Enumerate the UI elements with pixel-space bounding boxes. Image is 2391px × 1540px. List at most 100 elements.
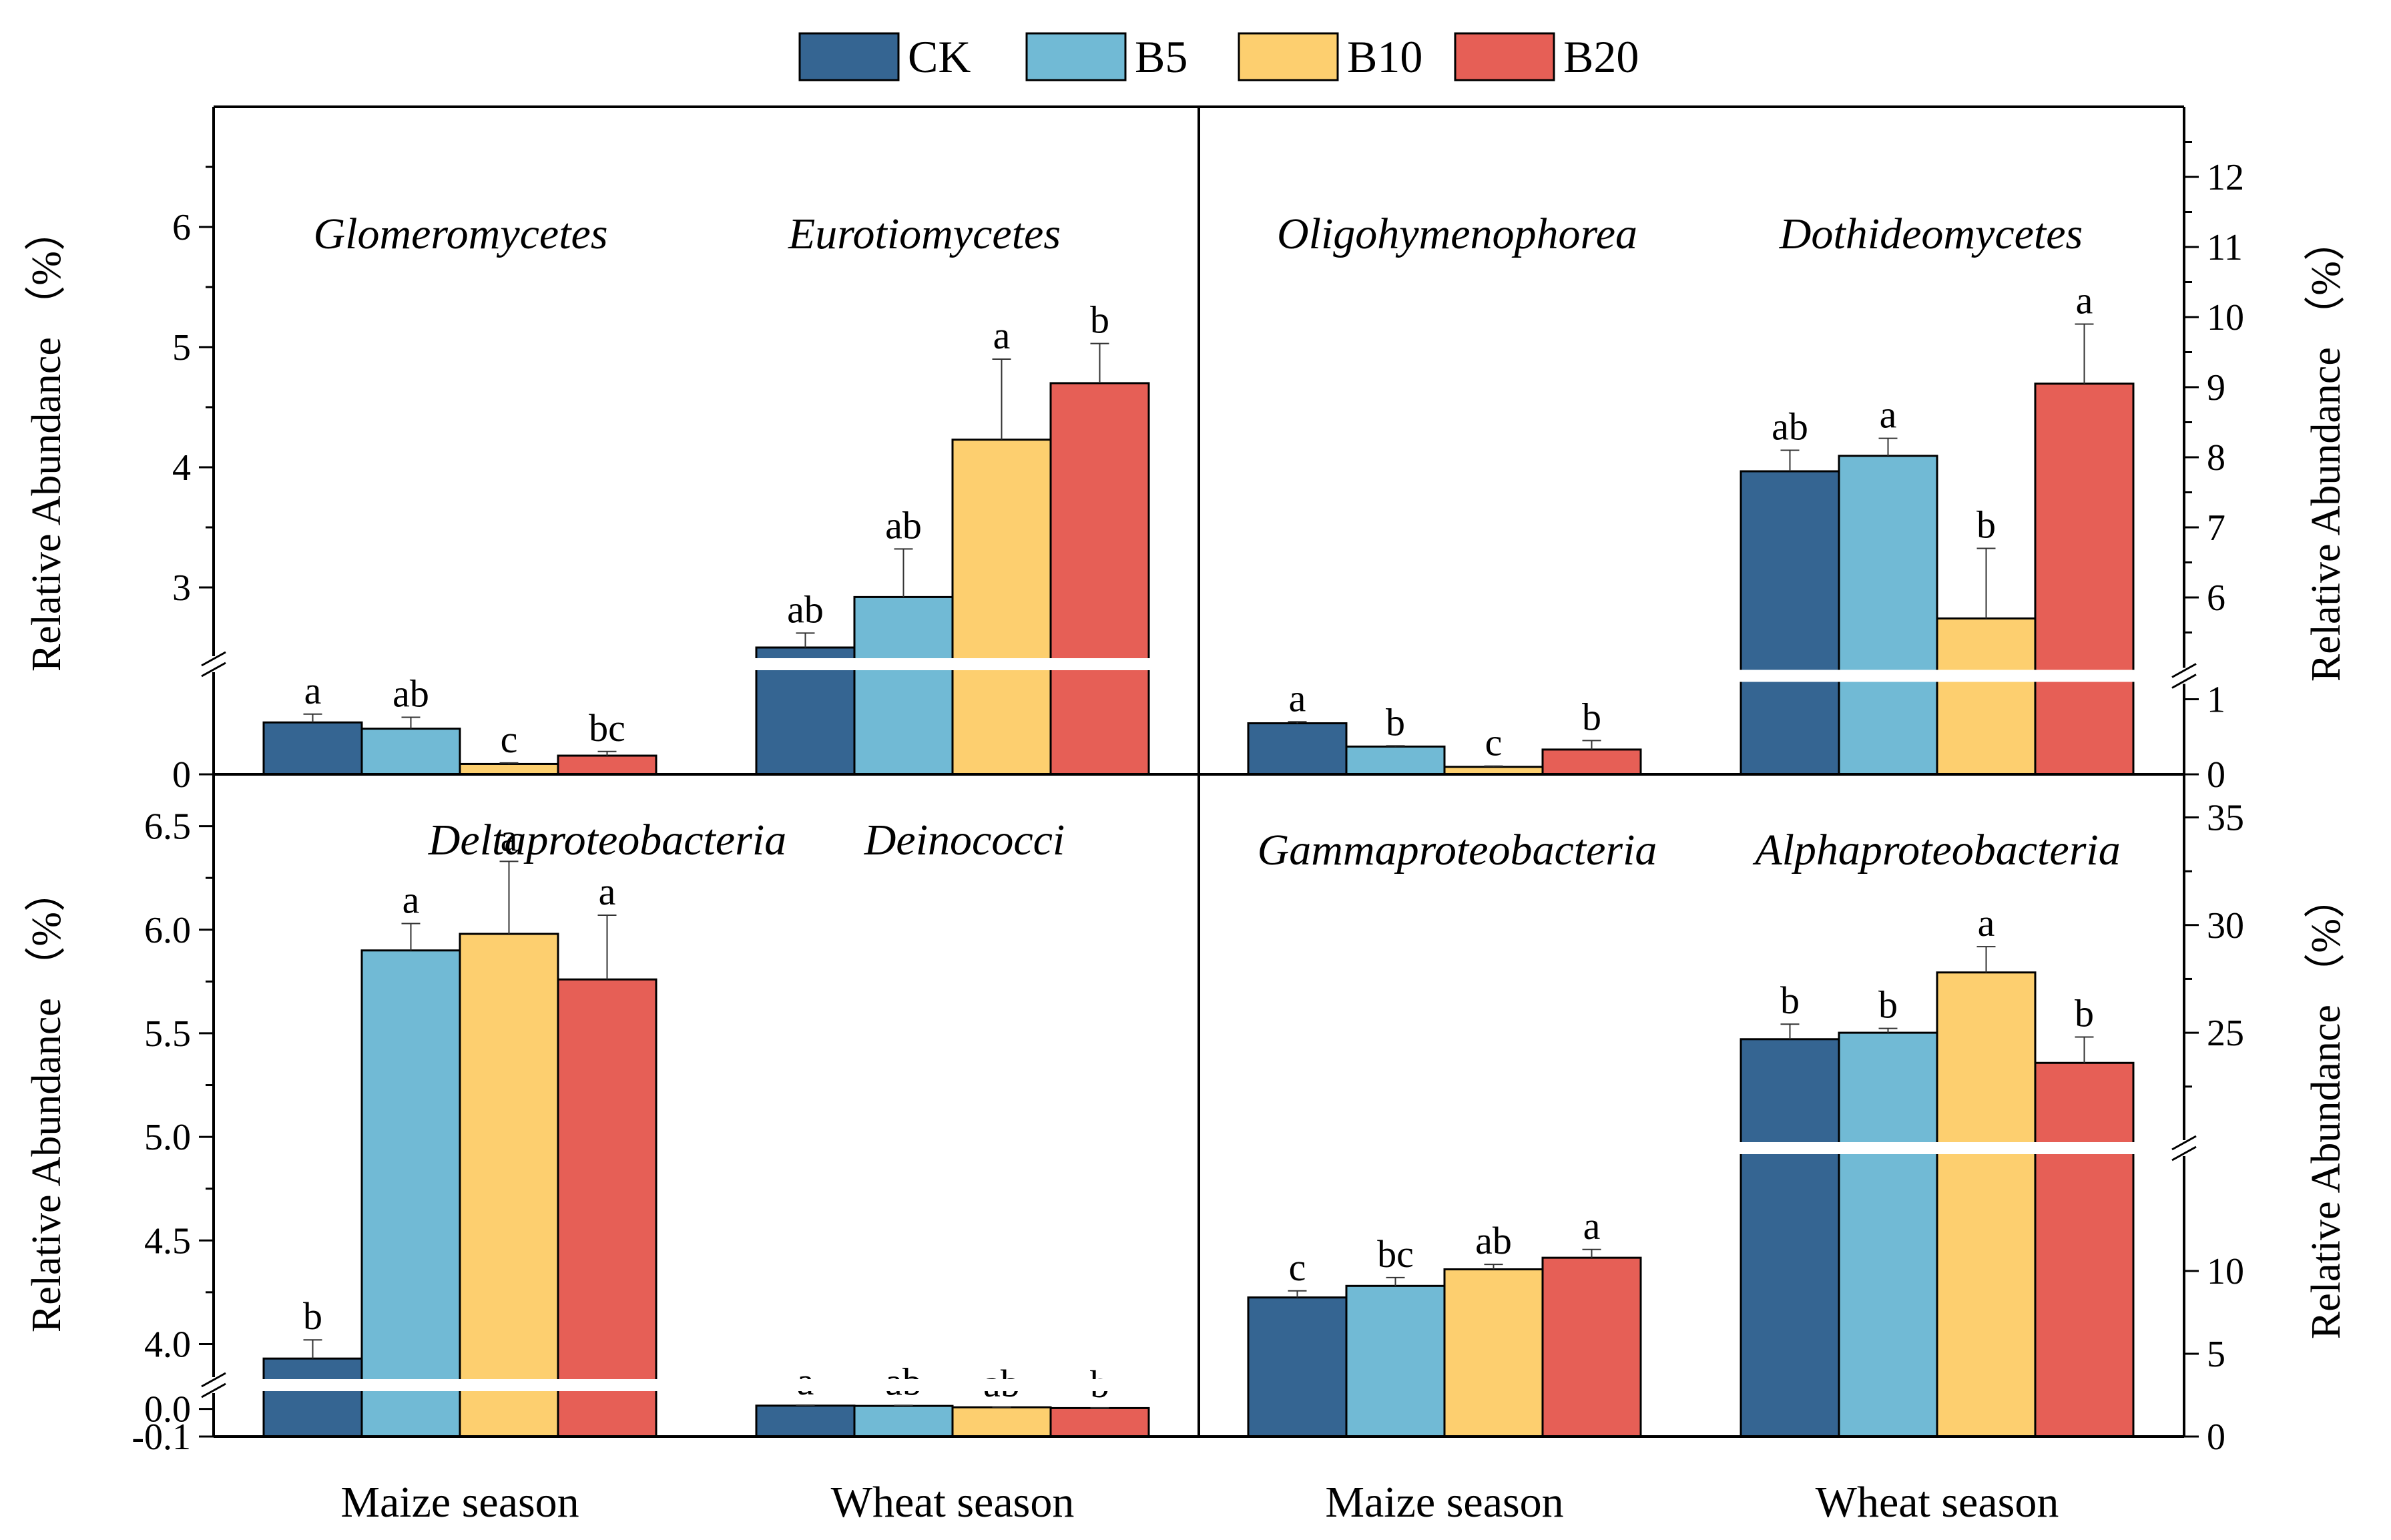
bar-ck: [1740, 470, 1840, 776]
significance-label: ab: [392, 672, 429, 715]
y-tick-label: 5.0: [144, 1117, 191, 1158]
bar-b20: [2034, 382, 2135, 776]
group-title: Deltaproteobacteria: [428, 816, 786, 864]
legend-swatch-b20: [1454, 32, 1555, 81]
x-axis-label: Wheat season: [831, 1478, 1075, 1527]
axis-break-band: [1738, 670, 2136, 682]
bar-b10: [951, 1406, 1052, 1438]
y-axis-title: Relative Abundance （%）: [2304, 877, 2349, 1339]
bar-group: aababbDeinococciWheat season: [754, 816, 1151, 1527]
y-tick-label: 6: [172, 207, 191, 248]
significance-label: ab: [787, 587, 824, 631]
bar-ck: [262, 1357, 363, 1438]
bar-b20: [557, 754, 657, 776]
y-tick-label: 5: [2207, 1334, 2225, 1375]
bar-b10: [459, 933, 559, 1438]
y-tick-label: 10: [2207, 297, 2244, 338]
axis-break-marks: [2171, 663, 2197, 689]
y-tick-label: 0: [2207, 754, 2225, 796]
y-tick-label: 9: [2207, 367, 2225, 409]
bar-b5: [853, 1404, 954, 1438]
significance-label: bc: [589, 706, 625, 750]
y-tick-label: 3: [172, 567, 191, 609]
bar-group: b b a b Alphaproteobacteria Wheat season: [1738, 826, 2136, 1527]
x-axis-label: Maize season: [340, 1478, 579, 1527]
bar-b5: [853, 595, 954, 776]
group-title: Oligohymenophorea: [1277, 210, 1637, 258]
bar-b5: [360, 949, 461, 1438]
y-tick-label: 4.0: [144, 1324, 191, 1365]
group-title: Deinococci: [864, 816, 1065, 864]
significance-label: b: [1090, 298, 1109, 342]
y-tick-label: 11: [2207, 227, 2243, 268]
significance-label: b: [2075, 992, 2094, 1035]
significance-label: a: [2076, 279, 2093, 322]
bar-group: a ab c bc Glomeromycetes: [261, 210, 659, 776]
axis-break-slash: [201, 1372, 226, 1388]
y-axis-title: Relative Abundance （%）: [24, 210, 69, 672]
y-axis-title: Relative Abundance （%）: [2304, 220, 2349, 682]
y-tick-label: 4: [172, 447, 191, 489]
axis-break-marks: [201, 651, 226, 678]
legend-swatch-b5: [1025, 32, 1127, 81]
bar-ck: [262, 721, 363, 776]
legend-label-b20: B20: [1563, 31, 1639, 82]
y-tick-label: 0: [172, 754, 191, 796]
bar-b10: [459, 762, 559, 776]
significance-label: ab: [1475, 1219, 1512, 1262]
bar-b5: [1838, 455, 1938, 776]
axis-break-slash: [2171, 674, 2197, 689]
significance-label: c: [1289, 1246, 1306, 1289]
legend-label-b10: B10: [1347, 31, 1422, 82]
legend-item-ck: CK: [798, 31, 971, 82]
bar-b5: [1345, 745, 1446, 776]
significance-label: a: [599, 870, 616, 913]
y-tick-label: 1: [2207, 680, 2225, 721]
significance-label: a: [1289, 676, 1306, 720]
bar-b5: [1838, 1031, 1938, 1438]
bar-b20: [1541, 1256, 1642, 1438]
y-tick-label: 30: [2207, 905, 2244, 947]
bar-b5: [360, 728, 461, 776]
bar-group: c bc ab a Gammaproteobacteria Maize season: [1246, 826, 1657, 1527]
legend: CK B5 B10 B20: [798, 31, 1639, 82]
group-title: Glomeromycetes: [313, 210, 607, 258]
axis-break-slash: [201, 651, 226, 667]
axis-break-slash: [2171, 1135, 2197, 1151]
x-axis-label: Maize season: [1325, 1478, 1563, 1527]
axis-break-marks: [201, 1372, 226, 1398]
y-tick-label: 25: [2207, 1013, 2244, 1054]
y-tick-label: 7: [2207, 507, 2225, 549]
significance-label: ab: [1772, 405, 1808, 449]
y-tick-label: 6.5: [144, 806, 191, 848]
significance-label: a: [403, 878, 420, 921]
axis-break-band: [1246, 1142, 1643, 1154]
bar-b10: [1936, 971, 2037, 1438]
y-axis-title: Relative Abundance （%）: [24, 870, 69, 1332]
y-tick-label: 35: [2207, 798, 2244, 839]
significance-label: b: [1582, 695, 1601, 738]
significance-label: a: [1978, 901, 1995, 945]
y-tick-label: 6: [2207, 577, 2225, 619]
y-tick-label: 0.0: [144, 1389, 191, 1431]
significance-label: ab: [885, 503, 922, 547]
y-tick-label: 12: [2207, 157, 2244, 198]
bar-b10: [1443, 1268, 1544, 1438]
significance-label: bc: [1377, 1232, 1414, 1276]
axis-break-marks: [2171, 1135, 2197, 1162]
axis-break-slash: [201, 1382, 226, 1398]
chart-frame: [212, 105, 2185, 1438]
y-tick-label: -0.1: [131, 1417, 191, 1458]
legend-item-b5: B5: [1025, 31, 1187, 82]
significance-label: a: [1880, 393, 1897, 437]
significance-label: b: [1976, 503, 1996, 547]
bar-b20: [557, 978, 657, 1438]
axis-break-band: [1738, 1142, 2136, 1154]
significance-label: c: [1485, 721, 1503, 764]
